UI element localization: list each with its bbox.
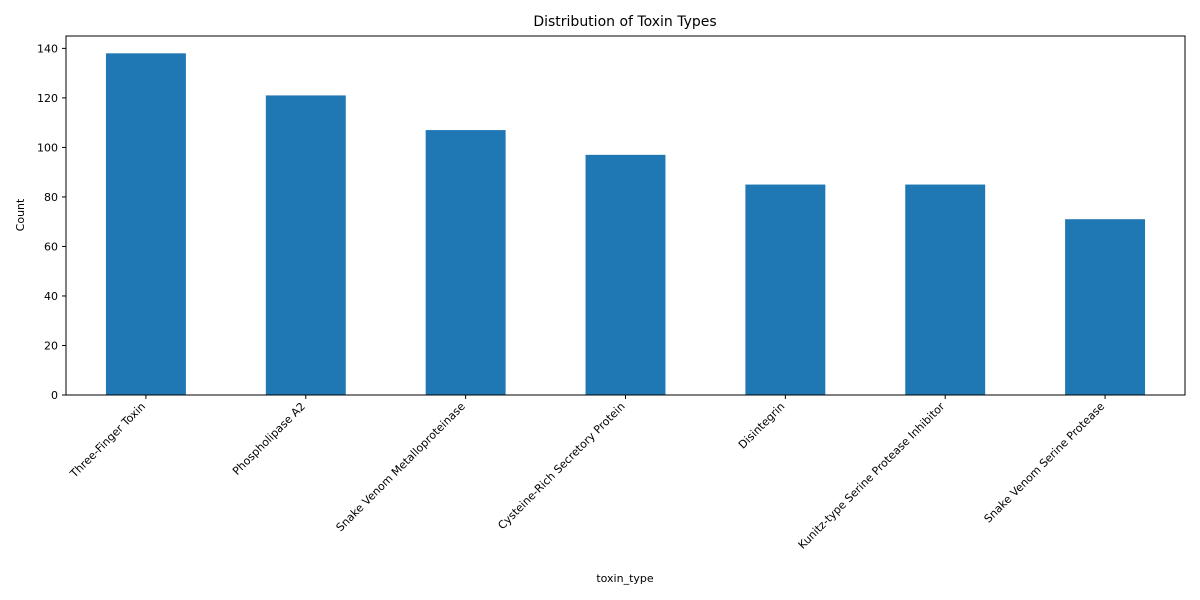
y-tick-label: 100 [37, 141, 58, 154]
x-tick-label: Phospholipase A2 [230, 400, 308, 478]
bar [745, 184, 826, 395]
x-axis-label: toxin_type [596, 572, 654, 585]
bar [265, 95, 346, 396]
y-tick-label: 0 [51, 389, 58, 402]
x-tick-label: Snake Venom Serine Protease [982, 400, 1108, 526]
bar [1065, 219, 1146, 395]
x-tick-label: Kunitz-type Serine Protease Inhibitor [796, 400, 948, 552]
bars-group [105, 53, 1146, 396]
x-tick-label: Three-Finger Toxin [67, 400, 148, 481]
y-tick-label: 120 [37, 92, 58, 105]
plot-area-frame [65, 35, 1186, 396]
x-tick-label: Disintegrin [736, 400, 788, 452]
y-axis-label: Count [14, 198, 27, 231]
bar [585, 154, 666, 395]
y-tick-label: 60 [44, 240, 58, 253]
x-tick-label: Cysteine-Rich Secretory Protein [495, 400, 627, 532]
bar [105, 53, 186, 396]
chart-title: Distribution of Toxin Types [533, 14, 716, 30]
y-tick-label: 140 [37, 42, 58, 55]
bar [425, 130, 506, 395]
bar [905, 184, 986, 395]
y-axis-ticks: 0 20 40 60 80 100 120 140 [37, 42, 66, 402]
y-tick-label: 40 [44, 290, 58, 303]
x-axis-ticks: Three-Finger Toxin Phospholipase A2 Snake … [67, 395, 1107, 552]
y-tick-label: 20 [44, 339, 58, 352]
x-tick-label: Snake Venom Metalloproteinase [334, 400, 468, 534]
y-tick-label: 80 [44, 191, 58, 204]
